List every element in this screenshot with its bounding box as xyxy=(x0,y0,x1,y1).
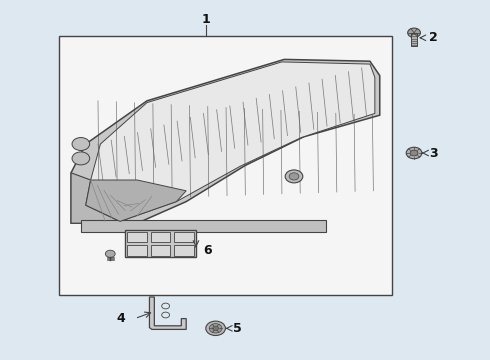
Bar xyxy=(81,220,326,232)
Circle shape xyxy=(285,170,303,183)
Circle shape xyxy=(410,150,418,156)
Circle shape xyxy=(162,312,170,318)
Text: 4: 4 xyxy=(116,312,125,325)
Bar xyxy=(150,246,171,256)
Circle shape xyxy=(105,250,115,257)
Polygon shape xyxy=(71,173,137,223)
Polygon shape xyxy=(86,62,375,221)
Bar xyxy=(125,230,196,257)
Circle shape xyxy=(72,152,90,165)
Bar xyxy=(150,232,171,243)
Polygon shape xyxy=(71,59,380,223)
Circle shape xyxy=(406,147,422,159)
Text: 5: 5 xyxy=(233,322,242,335)
Bar xyxy=(59,36,392,295)
Bar xyxy=(127,246,147,256)
Text: 3: 3 xyxy=(429,147,438,159)
Circle shape xyxy=(206,321,225,336)
Circle shape xyxy=(162,303,170,309)
Bar xyxy=(127,232,147,243)
Circle shape xyxy=(209,324,222,333)
Text: 6: 6 xyxy=(203,244,212,257)
Polygon shape xyxy=(86,180,186,221)
Circle shape xyxy=(408,28,420,37)
Text: 1: 1 xyxy=(201,13,210,26)
Polygon shape xyxy=(149,297,186,329)
Circle shape xyxy=(289,173,299,180)
Bar xyxy=(411,33,417,46)
Circle shape xyxy=(213,326,219,330)
Bar xyxy=(174,246,194,256)
Text: 2: 2 xyxy=(429,31,438,44)
Circle shape xyxy=(72,138,90,150)
Bar xyxy=(174,232,194,243)
